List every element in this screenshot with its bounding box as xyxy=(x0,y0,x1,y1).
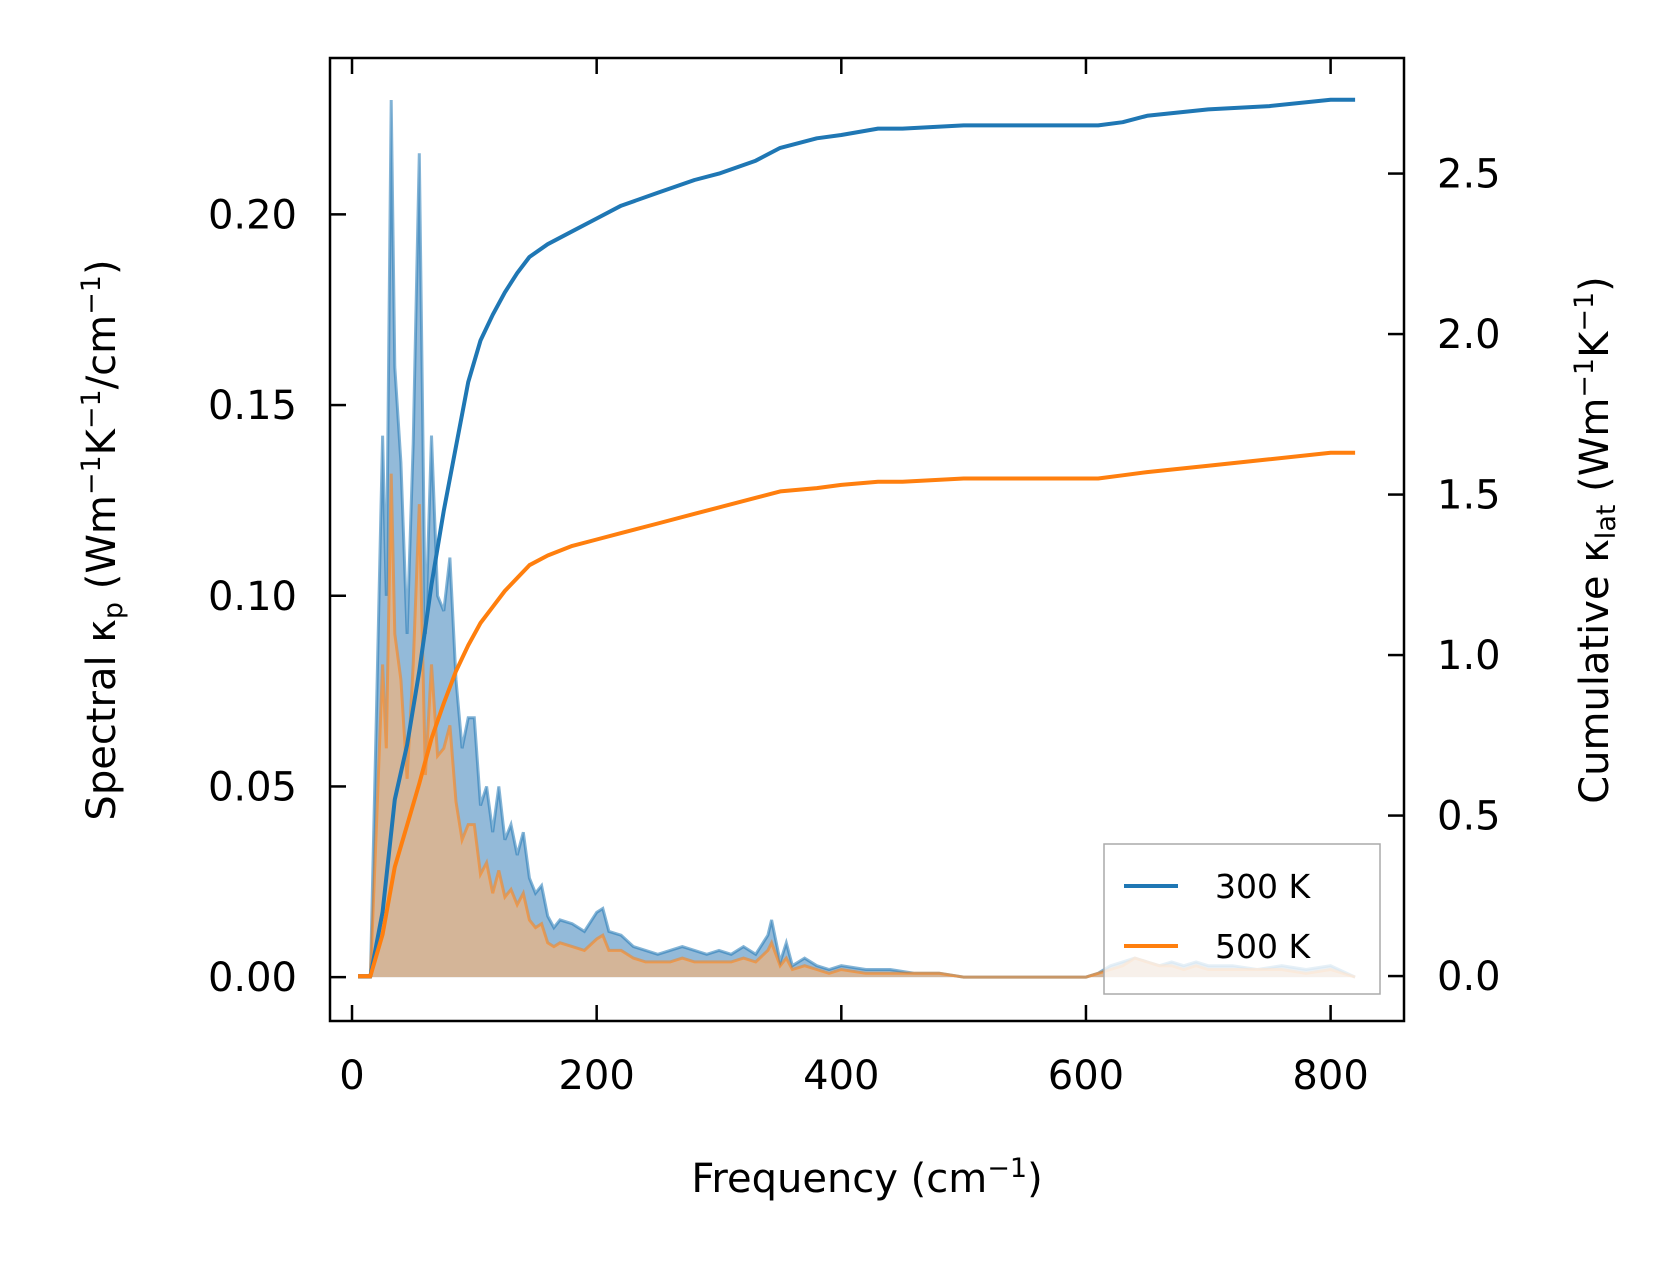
y-right-tick-label: 2.0 xyxy=(1437,312,1501,358)
y-right-tick-label: 0.0 xyxy=(1437,954,1501,1000)
x-tick-label: 400 xyxy=(803,1053,879,1099)
legend-box xyxy=(1103,843,1381,995)
x-tick-label: 0 xyxy=(339,1053,364,1099)
cumulative-line-500k xyxy=(358,450,1356,979)
y-right-tick-label: 1.5 xyxy=(1437,473,1501,519)
y-right-tick-label: 2.5 xyxy=(1437,152,1501,198)
y-right-axis-title: Cumulative κlat (Wm−1K−1) xyxy=(1569,276,1622,804)
x-axis-title: Frequency (cm−1) xyxy=(691,1153,1042,1202)
y-left-tick-label: 0.05 xyxy=(208,764,297,810)
legend-label-300k: 300 K xyxy=(1215,867,1311,906)
y-right-tick-label: 1.0 xyxy=(1437,633,1501,679)
legend-label-500k: 500 K xyxy=(1215,927,1311,966)
y-left-tick-label: 0.20 xyxy=(208,192,297,238)
axis-ticks xyxy=(330,58,1404,1021)
y-left-tick-label: 0.00 xyxy=(208,955,297,1001)
x-tick-label: 200 xyxy=(558,1053,634,1099)
x-tick-label: 800 xyxy=(1292,1053,1368,1099)
series-lines xyxy=(358,97,1356,979)
x-tick-label: 600 xyxy=(1048,1053,1124,1099)
spectral-fill-500k xyxy=(358,473,1356,978)
y-left-tick-label: 0.15 xyxy=(208,383,297,429)
y-left-tick-label: 0.10 xyxy=(208,574,297,620)
plot-frame xyxy=(328,56,1406,1023)
cumulative-line-300k xyxy=(358,97,1356,979)
tick-labels: 0 200 400 600 800 0.00 0.05 0.10 0.15 0.20 0.0 0.5 1… xyxy=(208,152,1501,1099)
y-left-axis-title: Spectral κp (Wm−1K−1/cm−1) xyxy=(76,259,129,820)
legend: 300 K 500 K xyxy=(1103,843,1381,995)
y-right-tick-label: 0.5 xyxy=(1437,794,1501,840)
